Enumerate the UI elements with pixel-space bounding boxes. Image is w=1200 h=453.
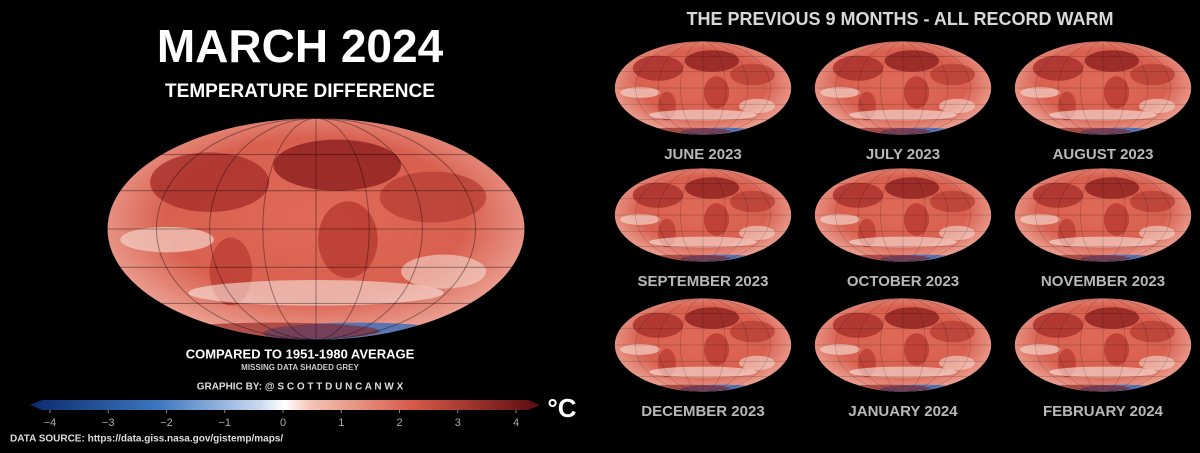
month-label: JANUARY 2024 bbox=[848, 403, 958, 420]
month-grid: JUNE 2023 JULY 2023 AUGUST 2023 SEPTEMBER 2… bbox=[613, 41, 1193, 420]
month-label: FEBRUARY 2024 bbox=[1043, 403, 1164, 420]
right-title: THE PREVIOUS 9 MONTHS - ALL RECORD WARM bbox=[686, 9, 1113, 29]
month-label: JULY 2023 bbox=[866, 146, 940, 163]
colorbar-tick-label: 2 bbox=[396, 417, 402, 429]
month-map bbox=[613, 168, 793, 263]
colorbar-unit: °C bbox=[547, 393, 576, 423]
month-map bbox=[613, 298, 793, 393]
month-map bbox=[1013, 168, 1193, 263]
missing-note: MISSING DATA SHADED GREY bbox=[241, 363, 359, 372]
month-map bbox=[813, 168, 993, 263]
colorbar-tick-label: −4 bbox=[44, 417, 57, 429]
month-label: SEPTEMBER 2023 bbox=[638, 273, 769, 290]
month-map bbox=[613, 41, 793, 136]
month-map bbox=[1013, 298, 1193, 393]
main-map bbox=[103, 118, 528, 343]
baseline-note: COMPARED TO 1951-1980 AVERAGE bbox=[186, 346, 415, 361]
month-label: AUGUST 2023 bbox=[1053, 146, 1154, 163]
colorbar bbox=[30, 400, 540, 410]
month-map bbox=[1013, 41, 1193, 136]
colorbar-tick-label: 0 bbox=[280, 417, 286, 429]
colorbar-tick-label: 4 bbox=[513, 417, 519, 429]
month-label: JUNE 2023 bbox=[664, 146, 742, 163]
month-map bbox=[813, 41, 993, 136]
month-label: NOVEMBER 2023 bbox=[1041, 273, 1165, 290]
main-title: MARCH 2024 bbox=[157, 20, 444, 72]
data-source: DATA SOURCE: https://data.giss.nasa.gov/… bbox=[10, 434, 283, 445]
month-label: OCTOBER 2023 bbox=[847, 273, 959, 290]
colorbar-tick-label: 3 bbox=[455, 417, 461, 429]
subtitle: TEMPERATURE DIFFERENCE bbox=[165, 81, 435, 102]
month-label: DECEMBER 2023 bbox=[641, 403, 764, 420]
colorbar-tick-label: −1 bbox=[218, 417, 231, 429]
month-map bbox=[813, 298, 993, 393]
colorbar-tick-label: −2 bbox=[160, 417, 173, 429]
credit: GRAPHIC BY: @ S C O T T D U N C A N W X bbox=[197, 382, 404, 393]
colorbar-tick-label: 1 bbox=[338, 417, 344, 429]
colorbar-tick-label: −3 bbox=[102, 417, 115, 429]
